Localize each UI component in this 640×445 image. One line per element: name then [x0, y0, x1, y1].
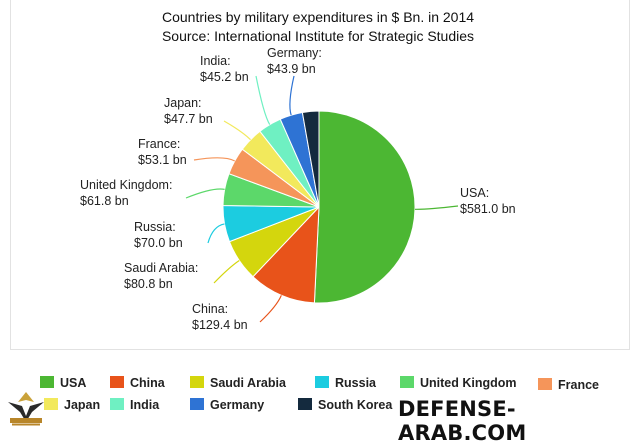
legend-item-label[interactable]: Saudi Arabia [210, 376, 287, 390]
data-label-name: India: [200, 54, 231, 68]
legend-swatch-saudi-arabia[interactable] [190, 376, 204, 388]
forum-logo-icon [8, 392, 44, 426]
legend-item-label[interactable]: India [130, 398, 160, 412]
legend-item-label[interactable]: USA [60, 376, 86, 390]
data-label-name: France: [138, 137, 180, 151]
data-label-value: $47.7 bn [164, 112, 213, 126]
data-label-value: $45.2 bn [200, 70, 249, 84]
data-label-name: Saudi Arabia: [124, 261, 198, 275]
leader-line [255, 75, 271, 125]
pie-slice-china [252, 205, 320, 304]
chart-frame [10, 0, 630, 350]
leader-line [207, 223, 225, 244]
legend-swatch-germany[interactable] [190, 398, 204, 410]
data-label-value: $80.8 bn [124, 277, 173, 291]
legend-item-label[interactable]: Germany [210, 398, 264, 412]
leader-line [185, 188, 225, 199]
pie-chart: Countries by military expenditures in $ … [40, 9, 599, 412]
data-label-value: $129.4 bn [192, 318, 248, 332]
legend-swatch-india[interactable] [110, 398, 124, 410]
legend-item-label[interactable]: France [558, 378, 599, 392]
leader-line [193, 157, 236, 162]
legend-swatch-japan[interactable] [44, 398, 58, 410]
data-label-name: Germany: [267, 46, 322, 60]
data-label-name: Japan: [164, 96, 202, 110]
chart-title-line1: Countries by military expenditures in $ … [162, 9, 474, 25]
data-label-value: $581.0 bn [460, 202, 516, 216]
legend-item-label[interactable]: Russia [335, 376, 377, 390]
legend-swatch-france[interactable] [538, 378, 552, 390]
data-label-name: China: [192, 302, 228, 316]
data-label-name: United Kingdom: [80, 178, 172, 192]
data-label-name: Russia: [134, 220, 176, 234]
legend-item-label[interactable]: Japan [64, 398, 100, 412]
data-label-value: $43.9 bn [267, 62, 316, 76]
legend-item-label[interactable]: United Kingdom [420, 376, 517, 390]
leader-line [213, 259, 240, 284]
data-label-value: $61.8 bn [80, 194, 129, 208]
leader-line [414, 205, 459, 210]
data-label-name: USA: [460, 186, 489, 200]
chart-title-line2: Source: International Institute for Stra… [162, 28, 474, 44]
data-label-value: $53.1 bn [138, 153, 187, 167]
legend-swatch-usa[interactable] [40, 376, 54, 388]
pie-slice-usa [313, 110, 416, 304]
legend-item-label[interactable]: China [130, 376, 166, 390]
data-label-value: $70.0 bn [134, 236, 183, 250]
legend-swatch-united-kingdom[interactable] [400, 376, 414, 388]
pie-slice-south-korea [301, 110, 320, 208]
leader-line [223, 120, 251, 141]
legend-swatch-south-korea[interactable] [298, 398, 312, 410]
legend-swatch-china[interactable] [110, 376, 124, 388]
legend-swatch-russia[interactable] [315, 376, 329, 388]
leader-line [259, 295, 282, 323]
watermark-text: DEFENSE-ARAB.COM [398, 397, 527, 445]
legend-item-label[interactable]: South Korea [318, 398, 393, 412]
leader-line [289, 75, 295, 116]
